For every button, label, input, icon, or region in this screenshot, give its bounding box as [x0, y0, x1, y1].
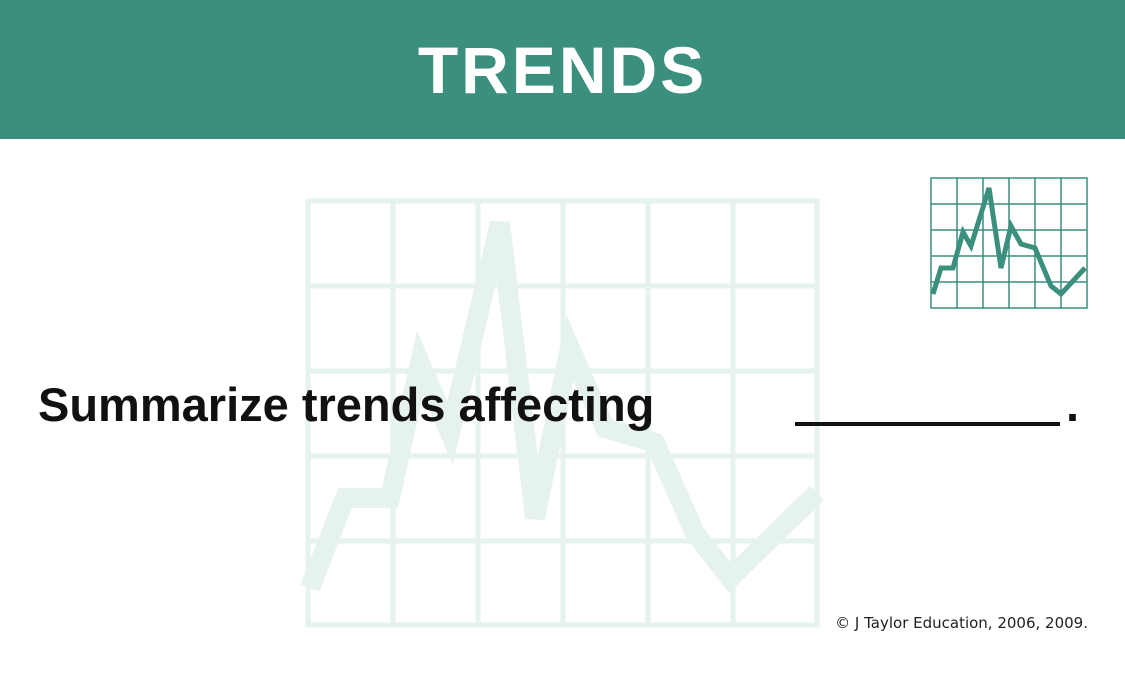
header-banner: TRENDS — [0, 0, 1125, 139]
prompt-period: . — [1066, 378, 1080, 431]
copyright-notice: © J Taylor Education, 2006, 2009. — [835, 614, 1088, 632]
line-chart-icon — [930, 177, 1088, 309]
page-title: TRENDS — [417, 33, 708, 107]
line-chart-watermark-icon — [300, 198, 824, 628]
prompt-text: Summarize trends affecting — [38, 378, 655, 431]
fill-in-blank — [795, 422, 1060, 426]
